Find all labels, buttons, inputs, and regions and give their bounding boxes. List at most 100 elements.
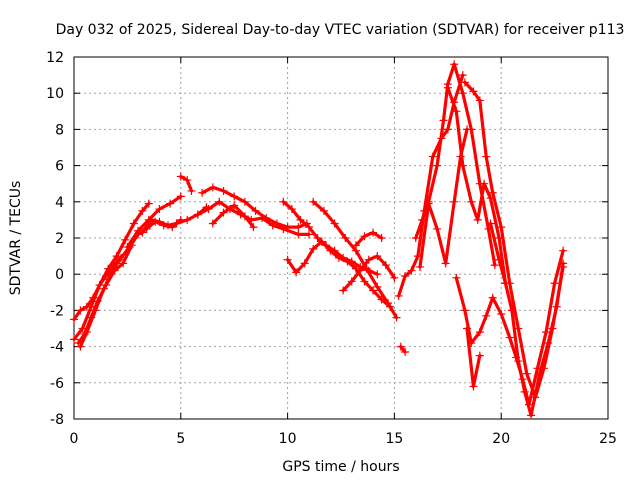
x-axis-label: GPS time / hours (282, 459, 399, 475)
data-point-marker (146, 215, 155, 224)
x-tick-label: 5 (176, 431, 185, 447)
data-point-marker (343, 257, 352, 266)
data-point-marker (463, 125, 472, 134)
data-point-marker (527, 411, 536, 420)
data-point-marker (424, 199, 433, 208)
data-point-marker (542, 328, 551, 337)
y-tick-label: -2 (50, 303, 64, 319)
data-point-marker (522, 369, 531, 378)
data-point-marker (416, 262, 425, 271)
data-point-marker (116, 253, 125, 262)
data-point-marker (272, 219, 281, 228)
data-point-marker (450, 60, 459, 69)
series-sat-p (399, 345, 407, 354)
data-point-marker (356, 266, 365, 275)
data-point-marker (559, 259, 568, 268)
y-tick-label: 6 (55, 159, 64, 175)
data-point-marker (144, 199, 153, 208)
data-point-marker (80, 329, 89, 338)
data-point-marker (441, 259, 450, 268)
data-point-marker (138, 206, 147, 215)
y-tick-label: 10 (46, 86, 64, 102)
data-point-marker (360, 232, 369, 241)
data-point-marker (469, 87, 478, 96)
data-point-marker (319, 206, 328, 215)
data-point-marker (467, 197, 476, 206)
data-point-marker (187, 186, 196, 195)
data-point-marker (230, 201, 239, 210)
data-point-marker (283, 255, 292, 264)
data-point-marker (458, 71, 467, 80)
y-tick-label: 8 (55, 122, 64, 138)
data-point-marker (326, 246, 335, 255)
data-point-marker (351, 264, 360, 273)
data-point-marker (208, 219, 217, 228)
data-point-marker (544, 338, 553, 347)
data-point-marker (433, 224, 442, 233)
data-point-marker (401, 272, 410, 281)
data-point-marker (89, 293, 98, 302)
y-tick-label: 4 (55, 195, 64, 211)
data-point-marker (121, 235, 130, 244)
data-point-marker (251, 206, 260, 215)
data-point-marker (559, 246, 568, 255)
y-tick-label: 2 (55, 231, 64, 247)
data-point-marker (240, 212, 249, 221)
data-point-marker (362, 264, 371, 273)
data-point-marker (294, 230, 303, 239)
data-point-marker (428, 152, 437, 161)
data-point-marker (490, 261, 499, 270)
data-point-marker (488, 293, 497, 302)
data-point-marker (102, 281, 111, 290)
data-point-marker (309, 244, 318, 253)
data-point-marker (401, 348, 410, 357)
data-series (70, 60, 568, 420)
data-point-marker (309, 197, 318, 206)
data-point-marker (458, 89, 467, 98)
data-point-marker (300, 259, 309, 268)
data-point-marker (287, 205, 296, 214)
data-point-marker (294, 223, 303, 232)
data-point-marker (240, 197, 249, 206)
data-point-marker (501, 279, 510, 288)
data-point-marker (377, 295, 386, 304)
data-point-marker (396, 342, 405, 351)
data-point-marker (486, 219, 495, 228)
data-point-marker (193, 210, 202, 219)
data-point-marker (381, 261, 390, 270)
data-point-marker (369, 286, 378, 295)
data-point-marker (480, 179, 489, 188)
data-point-marker (76, 306, 85, 315)
series-sat-o (354, 231, 384, 247)
data-point-marker (163, 221, 172, 230)
data-point-marker (488, 188, 497, 197)
data-point-marker (330, 219, 339, 228)
data-point-marker (166, 199, 175, 208)
data-point-marker (292, 268, 301, 277)
data-point-marker (360, 277, 369, 286)
data-point-marker (373, 252, 382, 261)
data-point-marker (176, 192, 185, 201)
x-tick-label: 10 (279, 431, 297, 447)
data-point-marker (497, 310, 506, 319)
data-point-marker (296, 215, 305, 224)
y-tick-label: -8 (50, 412, 64, 428)
series-sat-d (76, 243, 134, 345)
data-point-marker (482, 311, 491, 320)
data-point-marker (443, 125, 452, 134)
data-point-marker (283, 223, 292, 232)
data-point-marker (110, 266, 119, 275)
series-sat-g (179, 174, 194, 193)
data-point-marker (469, 382, 478, 391)
series-sat-a (72, 202, 151, 341)
y-axis-label: SDTVAR / TECUs (8, 181, 24, 296)
data-point-marker (183, 176, 192, 185)
data-point-marker (460, 78, 469, 87)
data-point-marker (475, 96, 484, 105)
data-point-marker (215, 197, 224, 206)
data-point-marker (377, 234, 386, 242)
data-point-marker (339, 286, 348, 295)
data-point-marker (70, 335, 78, 344)
data-point-marker (475, 351, 484, 360)
